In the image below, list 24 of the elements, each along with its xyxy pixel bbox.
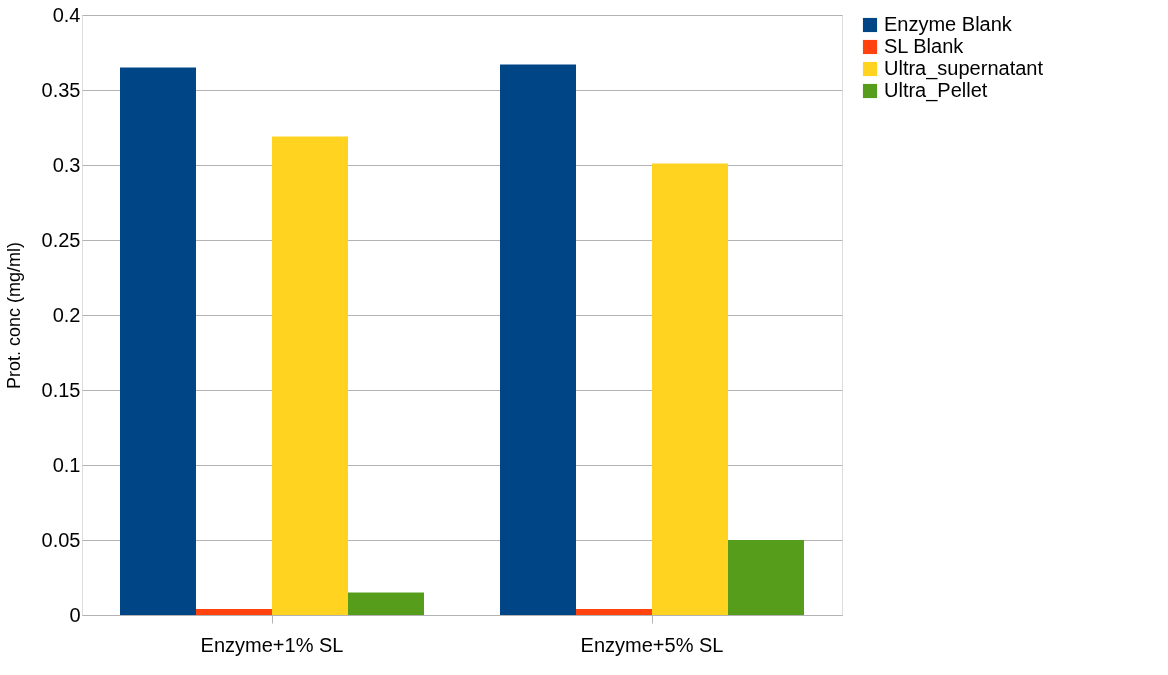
y-tick-label: 0.15	[41, 378, 81, 401]
bar	[576, 609, 652, 615]
y-tick-label: 0.35	[41, 78, 81, 101]
y-tick-label: 0	[69, 603, 81, 626]
y-tick-label: 0.1	[52, 453, 81, 476]
bar	[272, 136, 348, 615]
bar	[728, 540, 804, 615]
x-tick-label: Enzyme+1% SL	[200, 633, 344, 656]
legend-label: Enzyme Blank	[884, 13, 1013, 35]
legend-label: SL Blank	[884, 35, 965, 57]
x-tick-label: Enzyme+5% SL	[580, 633, 724, 656]
y-tick-label: 0.05	[41, 528, 81, 551]
bar	[652, 163, 728, 615]
y-tick-label: 0.2	[52, 303, 81, 326]
y-tick-label: 0.3	[52, 153, 81, 176]
bar	[120, 67, 196, 615]
legend-label: Ultra_supernatant	[884, 57, 1044, 80]
bar	[196, 609, 272, 615]
legend-label: Ultra_Pellet	[884, 79, 988, 102]
y-tick-label: 0.25	[41, 228, 81, 251]
bar	[500, 64, 576, 615]
bar	[348, 592, 424, 615]
y-tick-label: 0.4	[52, 3, 81, 26]
y-axis-title: Prot. conc (mg/ml)	[3, 241, 24, 390]
